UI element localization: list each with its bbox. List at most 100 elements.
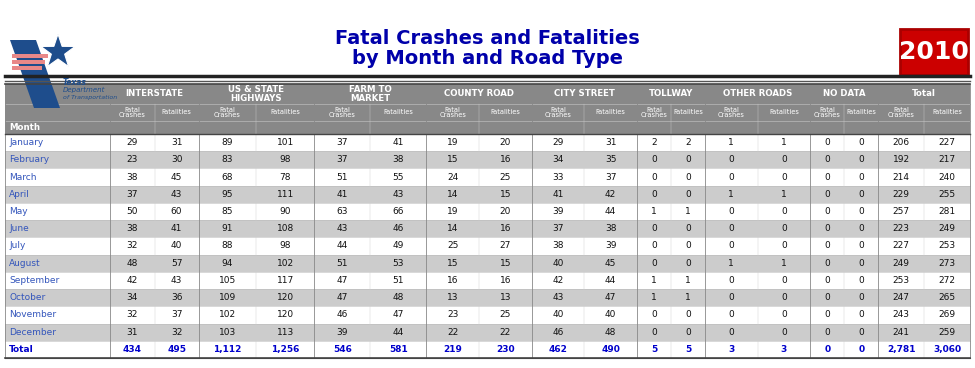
Text: 0: 0 (858, 345, 864, 354)
Text: 120: 120 (277, 293, 293, 302)
Text: 95: 95 (221, 190, 233, 199)
Text: 40: 40 (552, 259, 564, 268)
Text: July: July (9, 241, 25, 251)
Text: 0: 0 (781, 224, 787, 233)
Text: 46: 46 (393, 224, 404, 233)
Text: August: August (9, 259, 41, 268)
Text: 47: 47 (393, 311, 404, 319)
Text: 29: 29 (552, 138, 564, 147)
Bar (5, 323, 970, 341)
Text: 105: 105 (219, 276, 236, 285)
Text: 217: 217 (939, 155, 956, 164)
Text: 1: 1 (728, 190, 734, 199)
Text: 0: 0 (781, 155, 787, 164)
Text: 0: 0 (651, 173, 657, 181)
Text: 0: 0 (825, 328, 830, 337)
Polygon shape (10, 40, 60, 108)
Bar (5, 255, 970, 272)
Text: November: November (9, 311, 57, 319)
Text: 0: 0 (781, 241, 787, 251)
Text: Crashes: Crashes (119, 112, 146, 118)
Text: 546: 546 (332, 345, 352, 354)
Bar (5, 341, 970, 358)
Text: 68: 68 (221, 173, 233, 181)
Text: 37: 37 (336, 155, 348, 164)
Text: 462: 462 (549, 345, 567, 354)
Text: 192: 192 (893, 155, 910, 164)
Text: 0: 0 (858, 293, 864, 302)
Text: 42: 42 (127, 276, 138, 285)
Text: 44: 44 (605, 276, 616, 285)
Text: Month: Month (9, 123, 40, 132)
Text: 38: 38 (393, 155, 404, 164)
Text: 14: 14 (447, 224, 458, 233)
Text: 48: 48 (604, 328, 616, 337)
Polygon shape (41, 34, 75, 67)
Text: 249: 249 (939, 224, 956, 233)
Text: 241: 241 (893, 328, 910, 337)
Text: 47: 47 (604, 293, 616, 302)
Text: 16: 16 (499, 155, 511, 164)
Text: Crashes: Crashes (545, 112, 571, 118)
Text: 434: 434 (123, 345, 142, 354)
Text: Fatalities: Fatalities (932, 110, 962, 116)
Text: 25: 25 (499, 311, 511, 319)
Text: 2,781: 2,781 (887, 345, 916, 354)
Text: 111: 111 (277, 190, 293, 199)
Text: 5: 5 (684, 345, 691, 354)
Text: Fatalities: Fatalities (769, 110, 799, 116)
Text: Fatalities: Fatalities (270, 110, 300, 116)
Text: Crashes: Crashes (439, 112, 466, 118)
Text: 16: 16 (447, 276, 458, 285)
Text: 227: 227 (893, 241, 910, 251)
Text: 0: 0 (728, 155, 734, 164)
Text: of Transportation: of Transportation (63, 95, 117, 100)
Text: 265: 265 (939, 293, 956, 302)
Text: 102: 102 (219, 311, 236, 319)
Text: 34: 34 (127, 293, 138, 302)
Text: 0: 0 (728, 224, 734, 233)
Text: 0: 0 (651, 328, 657, 337)
Text: 219: 219 (444, 345, 462, 354)
Text: 255: 255 (939, 190, 956, 199)
Text: 66: 66 (393, 207, 404, 216)
Bar (5, 237, 970, 255)
Text: 40: 40 (552, 311, 564, 319)
Text: 13: 13 (447, 293, 458, 302)
Text: 109: 109 (219, 293, 236, 302)
Text: Total: Total (913, 89, 936, 99)
Text: 281: 281 (939, 207, 956, 216)
Text: 214: 214 (893, 173, 910, 181)
Text: 0: 0 (825, 276, 830, 285)
Text: 1: 1 (651, 207, 657, 216)
Text: Fatal: Fatal (445, 107, 460, 113)
Text: 25: 25 (447, 241, 458, 251)
Text: 0: 0 (651, 155, 657, 164)
Text: Fatal: Fatal (550, 107, 566, 113)
Text: 253: 253 (893, 276, 910, 285)
Text: 0: 0 (825, 293, 830, 302)
Text: December: December (9, 328, 56, 337)
Text: 19: 19 (447, 207, 458, 216)
Text: 0: 0 (685, 328, 691, 337)
Text: 0: 0 (825, 259, 830, 268)
Text: 0: 0 (825, 241, 830, 251)
Text: 0: 0 (651, 259, 657, 268)
Text: 1: 1 (781, 259, 787, 268)
Text: 45: 45 (171, 173, 182, 181)
Text: 0: 0 (825, 224, 830, 233)
Bar (5, 134, 970, 151)
Text: 25: 25 (499, 173, 511, 181)
Text: 20: 20 (499, 207, 511, 216)
Text: 39: 39 (604, 241, 616, 251)
Text: 0: 0 (685, 155, 691, 164)
Text: Crashes: Crashes (214, 112, 241, 118)
Text: COUNTY ROAD: COUNTY ROAD (444, 89, 514, 99)
Text: 43: 43 (171, 276, 182, 285)
Text: 1: 1 (651, 276, 657, 285)
Text: 16: 16 (499, 224, 511, 233)
Text: 50: 50 (127, 207, 138, 216)
Text: 32: 32 (171, 328, 182, 337)
Text: 0: 0 (858, 259, 864, 268)
Text: by Month and Road Type: by Month and Road Type (352, 49, 622, 67)
